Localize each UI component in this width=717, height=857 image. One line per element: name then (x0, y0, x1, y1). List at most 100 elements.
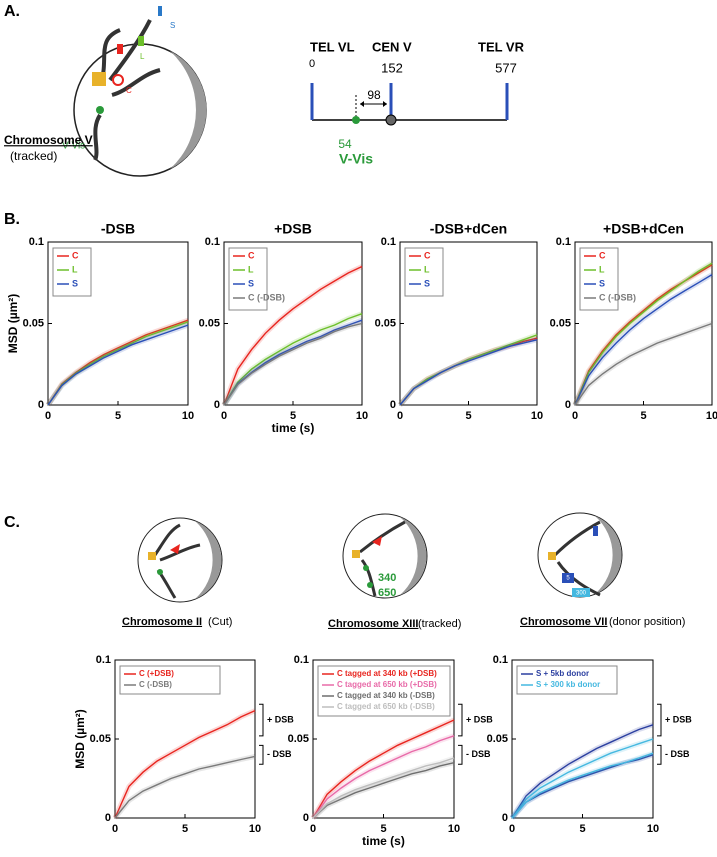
panel-label: A. (4, 3, 20, 20)
y-tick-label: 0 (390, 399, 396, 411)
y-tick-label: 0.05 (375, 317, 396, 329)
bracket (259, 703, 264, 737)
legend-label: C (-DSB) (139, 680, 172, 689)
y-tick-label: 0 (214, 399, 220, 411)
annotation: + DSB (267, 714, 294, 724)
panel-label: B. (4, 211, 20, 228)
y-tick-label: 0.1 (381, 236, 396, 248)
cell-diagram: C L S V-Vis (62, 6, 207, 177)
annotation: + DSB (665, 714, 692, 724)
series-line (312, 762, 455, 819)
y-tick-label: 0.05 (199, 317, 220, 329)
legend-label: S (599, 278, 605, 288)
y-tick-label: 0 (502, 812, 508, 824)
y-tick-label: 0 (303, 812, 309, 824)
cell-label: 340 (378, 572, 396, 584)
series-line (399, 334, 538, 406)
cell-note: (Cut) (208, 616, 232, 628)
series-line (312, 719, 455, 819)
cell-label: 5 (566, 576, 570, 582)
map-label: CEN V (372, 39, 412, 54)
cell-title: Chromosome II (122, 616, 202, 628)
bracket (458, 744, 463, 765)
x-tick-label: 5 (579, 823, 585, 835)
y-tick-label: 0.1 (29, 236, 44, 248)
x-tick-label: 0 (221, 410, 227, 422)
x-tick-label: 10 (356, 410, 368, 422)
series-line (574, 273, 713, 406)
series-line (223, 313, 363, 406)
series-line (114, 709, 256, 819)
series-line (511, 738, 654, 819)
y-tick-label: 0.1 (205, 236, 220, 248)
legend-box (228, 247, 268, 311)
map-label: TEL VR (478, 39, 525, 54)
bracket (259, 744, 264, 765)
x-tick-label: 0 (45, 410, 51, 422)
y-tick-label: 0 (565, 399, 571, 411)
y-tick-label: 0.05 (23, 317, 44, 329)
chromosome-map (310, 83, 509, 126)
legend-label: C (+DSB) (139, 669, 174, 678)
chart-title: +DSB (274, 221, 312, 237)
x-tick-label: 10 (531, 410, 543, 422)
locus-label: L (140, 52, 145, 61)
locus-label: S (170, 21, 175, 30)
map-label: V-Vis (339, 151, 373, 167)
legend-label: S (72, 278, 78, 288)
y-tick-label: 0.05 (288, 733, 309, 745)
x-tick-label: 5 (380, 823, 386, 835)
x-tick-label: 10 (249, 823, 261, 835)
legend-label: L (599, 264, 605, 274)
bracket (458, 703, 463, 737)
map-label: TEL VL (310, 39, 355, 54)
x-tick-label: 5 (182, 823, 188, 835)
cell-title: Chromosome VII (520, 616, 607, 628)
legend-label: S (424, 278, 430, 288)
series-line (223, 322, 363, 406)
locus-label: C (126, 86, 132, 95)
legend-label: C (-DSB) (248, 292, 285, 302)
y-tick-label: 0.1 (96, 654, 111, 666)
map-position: 577 (495, 60, 517, 75)
x-tick-label: 0 (397, 410, 403, 422)
legend-label: C tagged at 650 kb (+DSB) (337, 680, 437, 689)
series-line (312, 757, 455, 819)
locus-label: V-Vis (62, 141, 85, 152)
y-tick-label: 0.05 (550, 317, 571, 329)
legend-box (317, 665, 451, 717)
x-tick-label: 0 (572, 410, 578, 422)
legend-label: L (72, 264, 78, 274)
cell-note: (donor position) (609, 616, 685, 628)
y-tick-label: 0.05 (487, 733, 508, 745)
legend-label: C tagged at 340 kb (-DSB) (337, 691, 435, 700)
legend-box (579, 247, 619, 311)
cell-diagrams (137, 512, 623, 603)
y-tick-label: 0.05 (90, 733, 111, 745)
legend-label: C (248, 250, 255, 260)
legend-label: L (248, 264, 254, 274)
series-line (223, 265, 363, 406)
legend-label: C (424, 250, 431, 260)
legend-label: S + 300 kb donor (536, 680, 600, 689)
legend-box (516, 665, 618, 695)
chart-title: -DSB (101, 221, 135, 237)
x-tick-label: 0 (112, 823, 118, 835)
y-tick-label: 0.1 (556, 236, 571, 248)
y-tick-label: 0 (38, 399, 44, 411)
x-tick-label: 10 (647, 823, 659, 835)
y-axis-label: MSD (µm²) (6, 294, 20, 354)
panel-label: C. (4, 514, 20, 531)
series-line (114, 755, 256, 819)
cell-label: 650 (378, 587, 396, 599)
legend-label: C tagged at 650 kb (-DSB) (337, 702, 435, 711)
cell-note: (tracked) (418, 618, 461, 630)
distance-label: 98 (367, 88, 381, 102)
map-position: 0 (309, 58, 315, 70)
series-line (47, 324, 189, 406)
y-tick-label: 0 (105, 812, 111, 824)
x-axis-label: time (s) (272, 421, 315, 435)
x-tick-label: 0 (509, 823, 515, 835)
annotation: - DSB (466, 749, 491, 759)
chromosome-note: (tracked) (10, 149, 57, 163)
